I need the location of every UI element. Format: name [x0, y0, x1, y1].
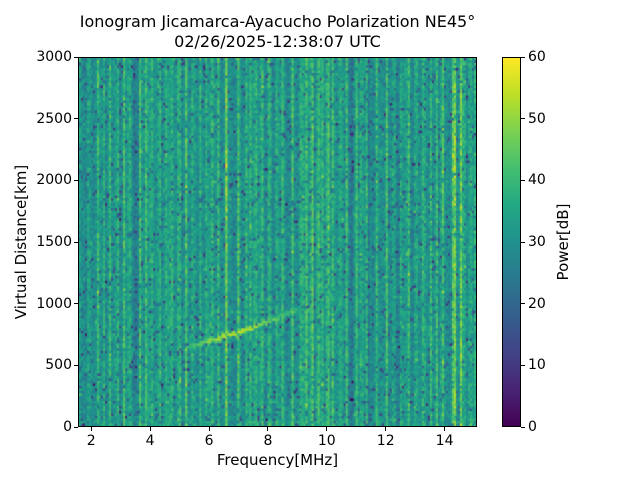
x-tick-mark [444, 427, 446, 431]
chart-title-block: Ionogram Jicamarca-Ayacucho Polarization… [78, 12, 477, 52]
x-tick-mark [385, 427, 387, 431]
x-tick-label: 2 [86, 433, 96, 449]
colorbar [502, 57, 521, 427]
y-tick-label: 2000 [36, 172, 72, 189]
chart-title: Ionogram Jicamarca-Ayacucho Polarization… [79, 12, 476, 31]
y-tick-label: 500 [45, 357, 72, 374]
x-tick-mark [149, 427, 151, 431]
y-axis-label: Virtual Distance[km] [12, 164, 30, 320]
colorbar-tick-mark [521, 179, 525, 181]
x-tick-mark [267, 427, 269, 431]
heatmap-canvas [79, 58, 476, 426]
colorbar-tick-label: 40 [528, 172, 546, 189]
chart-subtitle: 02/26/2025-12:38:07 UTC [174, 32, 381, 51]
colorbar-tick-mark [521, 56, 525, 58]
y-tick-mark [74, 364, 78, 366]
x-tick-mark [90, 427, 92, 431]
x-tick-label: 10 [317, 433, 336, 449]
y-tick-label: 3000 [36, 49, 72, 65]
y-tick-label: 2500 [36, 110, 72, 127]
colorbar-tick-mark [521, 118, 525, 120]
y-tick-mark [74, 303, 78, 305]
colorbar-tick-label: 0 [528, 419, 537, 435]
y-tick-mark [74, 118, 78, 120]
y-tick-mark [74, 56, 78, 58]
x-tick-label: 4 [145, 433, 155, 449]
x-tick-label: 14 [435, 433, 454, 449]
y-tick-mark [74, 426, 78, 428]
x-tick-mark [208, 427, 210, 431]
y-tick-mark [74, 179, 78, 181]
x-tick-label: 6 [204, 433, 214, 449]
colorbar-tick-label: 10 [528, 357, 546, 374]
colorbar-tick-label: 60 [528, 49, 546, 65]
y-tick-label: 0 [63, 419, 72, 435]
colorbar-tick-label: 30 [528, 234, 546, 250]
colorbar-label: Power[dB] [554, 203, 572, 281]
x-tick-label: 12 [376, 433, 395, 449]
colorbar-tick-label: 50 [528, 110, 546, 127]
x-tick-label: 8 [263, 433, 273, 449]
colorbar-tick-mark [521, 241, 525, 243]
x-tick-mark [326, 427, 328, 431]
colorbar-tick-label: 20 [528, 295, 546, 312]
plot-area [78, 57, 477, 427]
colorbar-tick-mark [521, 303, 525, 305]
colorbar-tick-mark [521, 364, 525, 366]
y-tick-mark [74, 241, 78, 243]
y-tick-label: 1500 [36, 234, 72, 250]
colorbar-tick-mark [521, 426, 525, 428]
y-tick-label: 1000 [36, 295, 72, 312]
x-axis-label: Frequency[MHz] [216, 451, 339, 469]
